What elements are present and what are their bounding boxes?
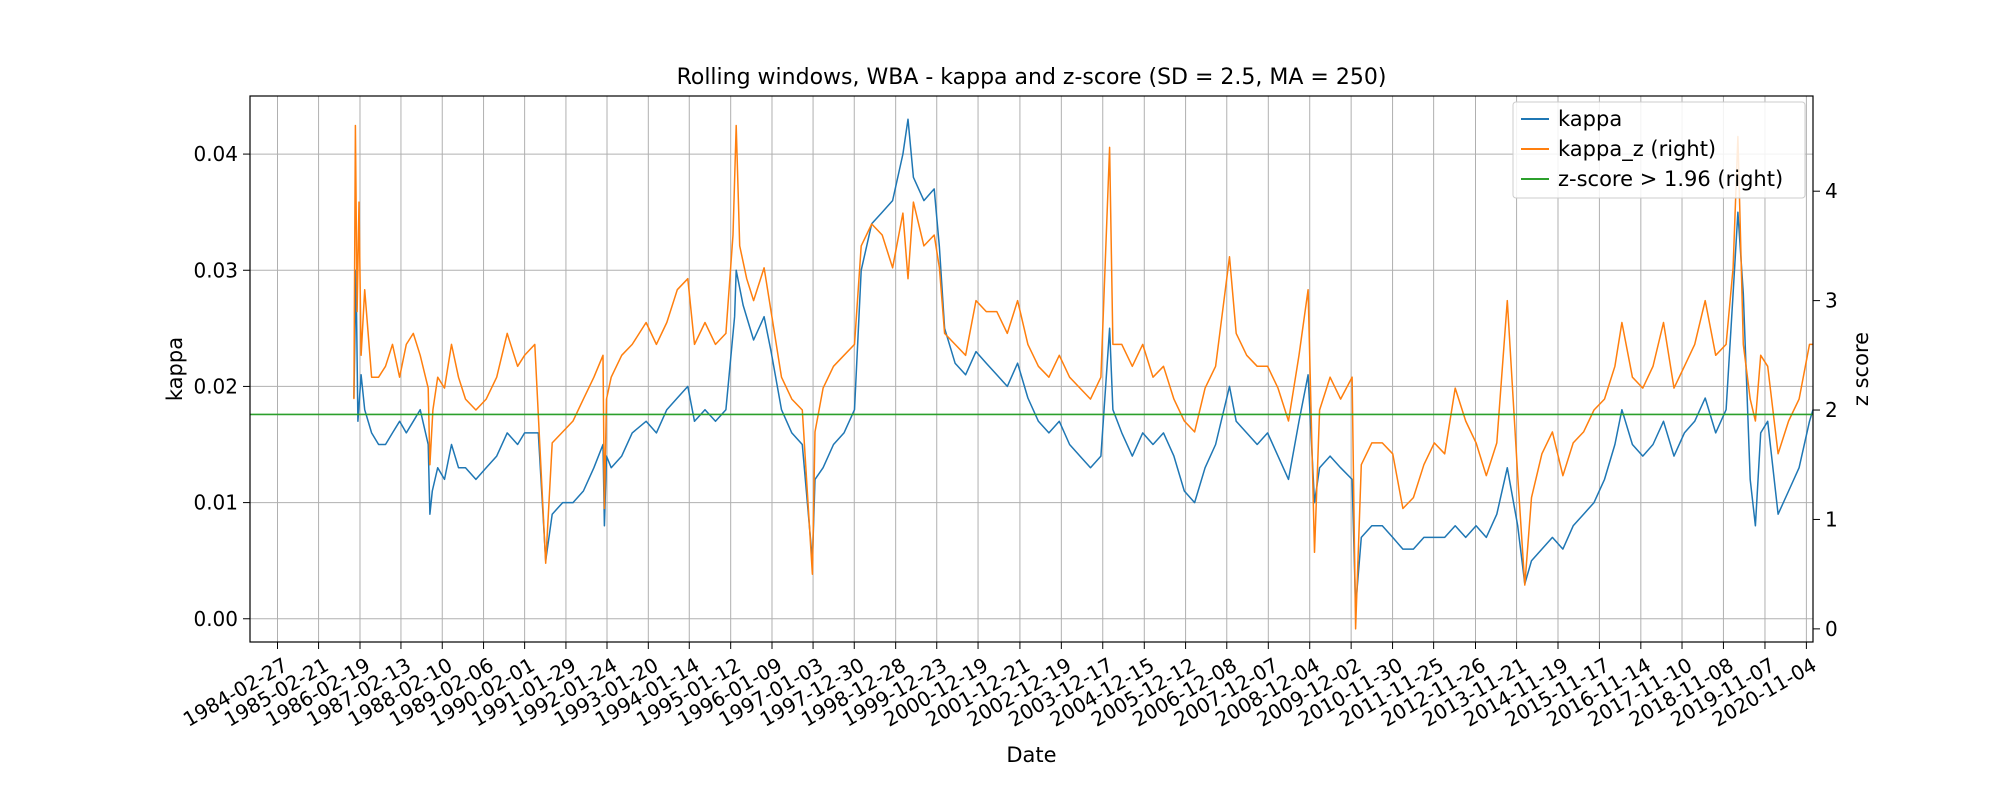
y-tick-label-right: 4 [1825,179,1838,203]
y-tick-label-left: 0.01 [193,491,238,515]
y-tick-label-right: 3 [1825,289,1838,313]
legend-box [1512,101,1806,199]
legend-label-2: z-score > 1.96 (right) [1558,167,1783,191]
legend: kappa kappa_z (right) z-score > 1.96 (righ… [1512,101,1806,199]
y-axis-label-left: kappa [163,337,187,401]
y-tick-label-left: 0.03 [193,258,238,282]
y-tick-label-left: 0.04 [193,142,238,166]
y-tick-label-left: 0.02 [193,374,238,398]
y-tick-label-left: 0.00 [193,607,238,631]
grid-layer [250,96,1813,642]
legend-label-1: kappa_z (right) [1558,137,1716,162]
y-tick-label-right: 1 [1825,507,1838,531]
y-axis-label-right: z score [1849,332,1873,406]
chart-title: Rolling windows, WBA - kappa and z-score… [677,65,1387,90]
plot-frame [249,95,1814,643]
x-axis-label: Date [1006,743,1056,767]
y-tick-label-right: 2 [1825,398,1838,422]
y-tick-label-right: 0 [1825,617,1838,641]
series-layer [250,118,1814,630]
axes-layer: 1984-02-271985-02-211986-02-191987-02-13… [179,142,1838,732]
legend-label-0: kappa [1558,107,1622,131]
series-line-1 [353,124,1813,630]
